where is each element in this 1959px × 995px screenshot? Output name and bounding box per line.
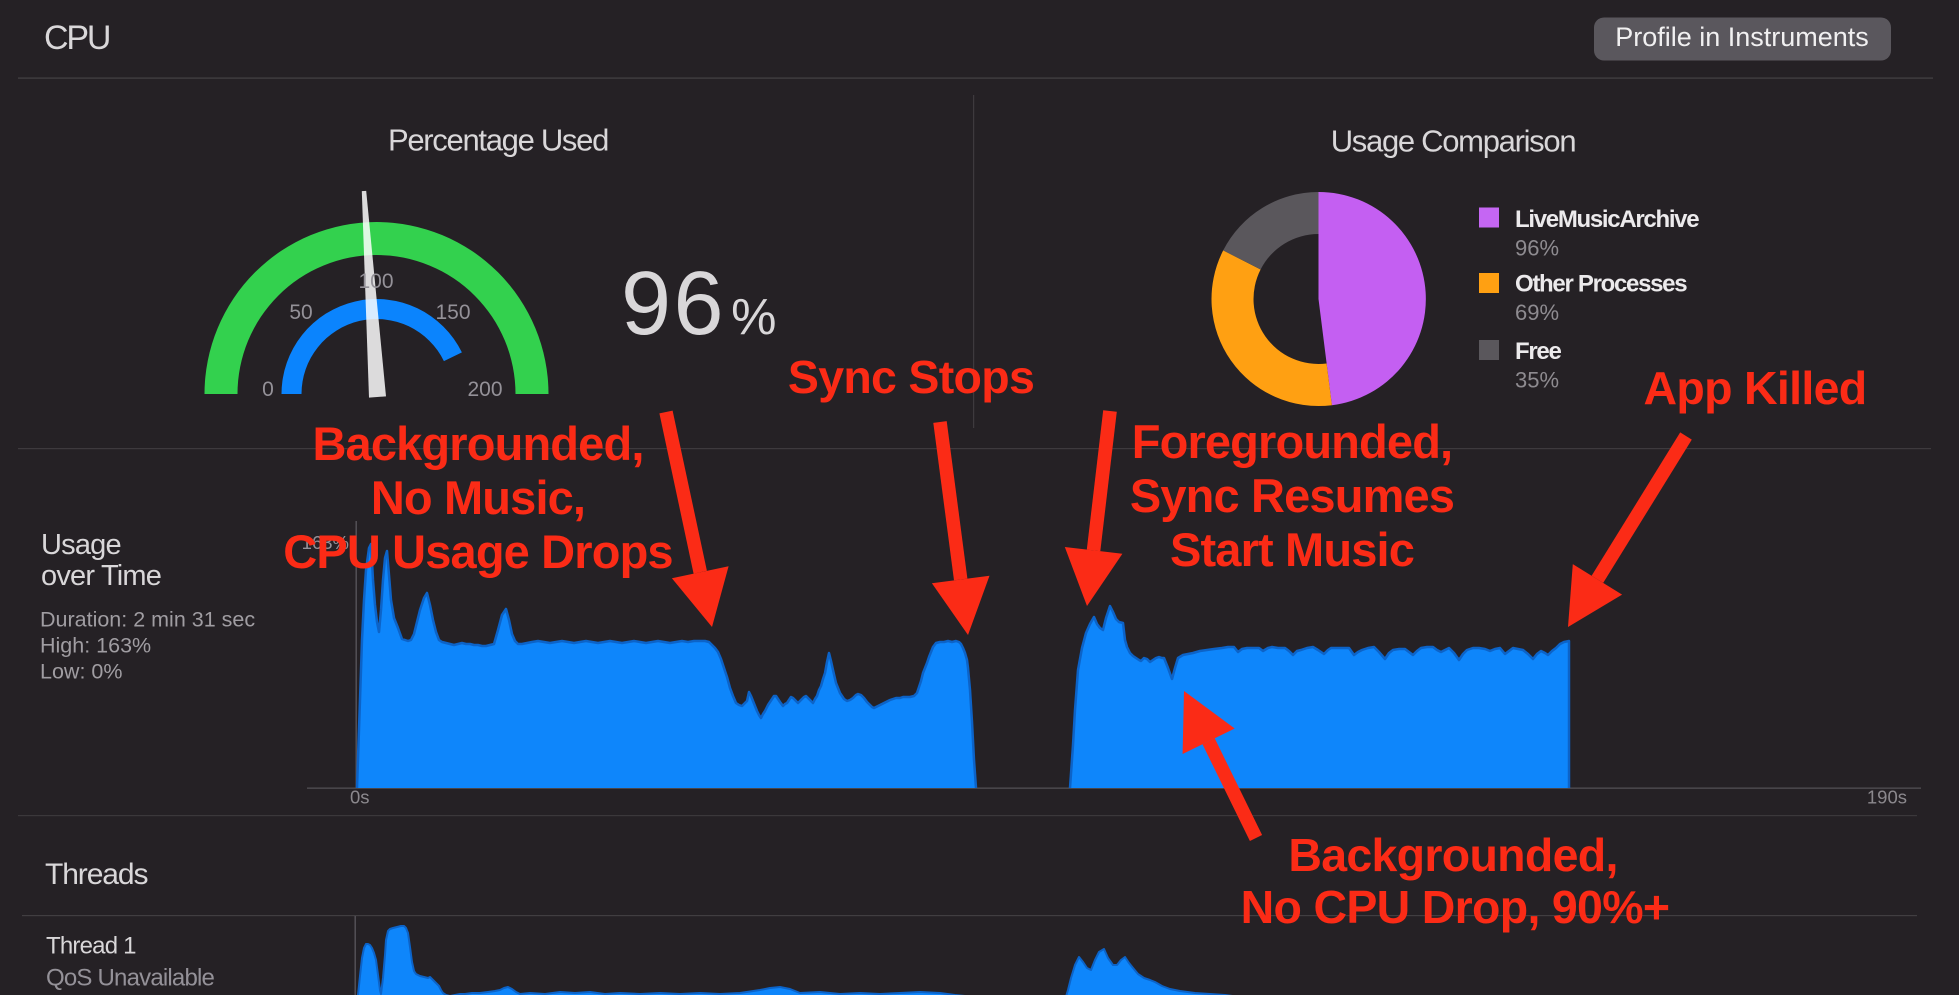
svg-text:Free: Free bbox=[1515, 338, 1561, 365]
svg-text:150: 150 bbox=[435, 301, 470, 324]
svg-text:CPU Usage Drops: CPU Usage Drops bbox=[283, 525, 672, 578]
svg-text:Sync Stops: Sync Stops bbox=[788, 351, 1034, 403]
svg-text:No Music,: No Music, bbox=[371, 471, 585, 524]
svg-text:High: 163%: High: 163% bbox=[40, 634, 151, 658]
svg-text:App Killed: App Killed bbox=[1644, 362, 1867, 414]
svg-text:69%: 69% bbox=[1515, 300, 1559, 325]
svg-text:96%: 96% bbox=[1515, 236, 1559, 261]
svg-text:35%: 35% bbox=[1515, 368, 1559, 393]
svg-text:50: 50 bbox=[289, 301, 312, 324]
svg-text:Sync Resumes: Sync Resumes bbox=[1130, 469, 1454, 522]
svg-text:Duration: 2 min 31 sec: Duration: 2 min 31 sec bbox=[40, 608, 255, 632]
svg-text:Other Processes: Other Processes bbox=[1515, 271, 1687, 298]
svg-text:LiveMusicArchive: LiveMusicArchive bbox=[1515, 206, 1699, 233]
svg-text:No CPU Drop, 90%+: No CPU Drop, 90%+ bbox=[1241, 881, 1670, 933]
svg-text:0s: 0s bbox=[350, 787, 370, 808]
svg-text:Threads: Threads bbox=[45, 858, 147, 891]
svg-text:Usage Comparison: Usage Comparison bbox=[1331, 124, 1576, 159]
svg-text:100: 100 bbox=[358, 270, 393, 293]
svg-text:Backgrounded,: Backgrounded, bbox=[1288, 829, 1617, 881]
svg-text:200: 200 bbox=[467, 378, 502, 401]
svg-text:Usage: Usage bbox=[41, 529, 121, 561]
svg-text:Low: 0%: Low: 0% bbox=[40, 660, 122, 684]
svg-text:over Time: over Time bbox=[41, 560, 161, 592]
svg-text:Percentage Used: Percentage Used bbox=[388, 123, 608, 158]
svg-text:0: 0 bbox=[262, 378, 274, 401]
svg-text:163%: 163% bbox=[302, 532, 349, 553]
svg-text:CPU: CPU bbox=[44, 19, 109, 57]
svg-text:Foregrounded,: Foregrounded, bbox=[1132, 415, 1453, 468]
svg-text:Thread 1: Thread 1 bbox=[46, 933, 136, 960]
svg-text:QoS Unavailable: QoS Unavailable bbox=[46, 965, 215, 992]
svg-text:Start Music: Start Music bbox=[1170, 523, 1414, 576]
svg-text:Profile in Instruments: Profile in Instruments bbox=[1615, 22, 1869, 52]
svg-text:Backgrounded,: Backgrounded, bbox=[312, 417, 643, 470]
svg-text:190s: 190s bbox=[1867, 787, 1907, 808]
